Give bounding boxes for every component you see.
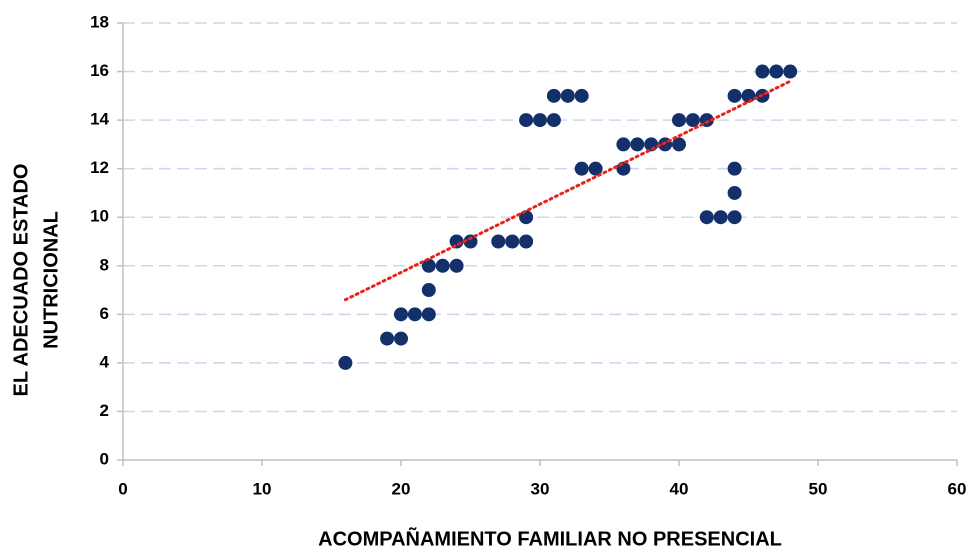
point (727, 210, 742, 225)
point (394, 331, 408, 346)
y-tick-label: 16 (90, 61, 109, 80)
point (407, 307, 422, 322)
point (672, 137, 686, 152)
point (783, 64, 798, 79)
y-tick-label: 2 (100, 401, 109, 420)
point (769, 64, 784, 79)
point (699, 210, 714, 225)
x-tick-label: 60 (948, 479, 967, 498)
x-tick-label: 40 (670, 479, 689, 498)
x-tick-label: 50 (809, 479, 828, 498)
point (491, 234, 506, 249)
point (560, 88, 575, 103)
y-axis-label: EL ADECUADO ESTADO (10, 164, 32, 397)
y-tick-label: 0 (100, 449, 109, 468)
point (421, 283, 436, 298)
point (394, 307, 408, 322)
point (435, 258, 450, 273)
point (505, 234, 520, 249)
point (755, 64, 770, 79)
point (421, 307, 436, 322)
point (727, 88, 742, 103)
trend-line (343, 79, 792, 302)
point (727, 185, 742, 200)
point (519, 113, 534, 128)
y-tick-label: 12 (90, 158, 109, 177)
point (685, 113, 700, 128)
point (533, 113, 547, 128)
x-tick-label: 30 (531, 479, 550, 498)
y-axis-label: NUTRICIONAL (40, 211, 62, 349)
point (713, 210, 728, 225)
point (449, 258, 464, 273)
y-tick-label: 8 (100, 255, 109, 274)
x-tick-label: 20 (392, 479, 411, 498)
y-tick-label: 6 (100, 304, 109, 323)
point (616, 161, 631, 176)
x-axis-label: ACOMPAÑAMIENTO FAMILIAR NO PRESENCIAL (318, 527, 782, 550)
point (574, 88, 589, 103)
point (727, 161, 742, 176)
point (574, 161, 589, 176)
point (672, 113, 686, 128)
point (588, 161, 603, 176)
y-tick-label: 10 (90, 207, 109, 226)
point (630, 137, 645, 152)
x-tick-label: 10 (253, 479, 272, 498)
point (519, 234, 534, 249)
point (338, 355, 353, 370)
y-tick-label: 4 (100, 352, 110, 371)
y-tick-label: 18 (90, 12, 109, 31)
point (616, 137, 631, 152)
point (463, 234, 478, 249)
point (546, 113, 561, 128)
point (421, 258, 436, 273)
point (546, 88, 561, 103)
point (380, 331, 395, 346)
x-tick-label: 0 (118, 479, 127, 498)
y-tick-label: 14 (90, 110, 109, 129)
